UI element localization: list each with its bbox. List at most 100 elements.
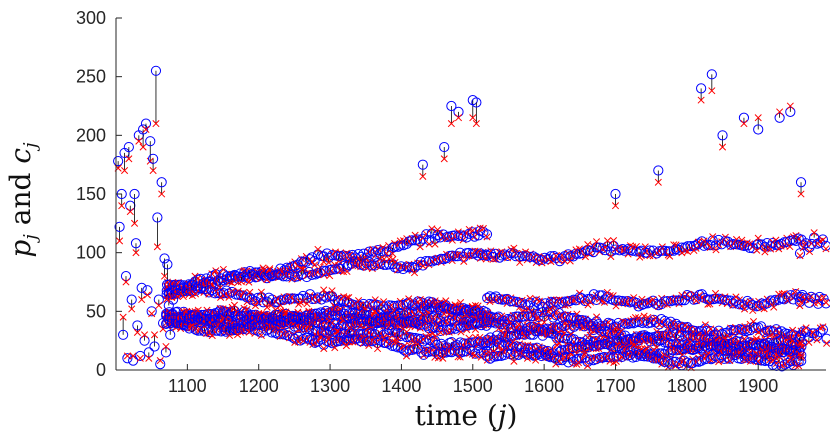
c-marker xyxy=(145,354,153,362)
c-marker xyxy=(125,155,133,163)
p-marker xyxy=(165,329,176,340)
c-marker xyxy=(317,332,325,340)
p-marker xyxy=(120,271,132,282)
c-marker xyxy=(460,257,468,265)
c-marker xyxy=(492,255,500,263)
c-marker xyxy=(366,300,374,308)
c-marker xyxy=(160,272,169,280)
p-marker xyxy=(588,289,599,300)
p-marker xyxy=(149,341,160,352)
x-tick-label: 1100 xyxy=(168,376,207,396)
y-axis-title: pj and cj xyxy=(4,142,41,258)
p-marker xyxy=(384,259,395,270)
y-tick-label: 100 xyxy=(76,243,106,263)
c-marker xyxy=(128,305,136,313)
c-marker xyxy=(442,297,450,305)
c-marker xyxy=(624,300,632,308)
c-marker xyxy=(549,324,557,332)
p-marker xyxy=(604,352,616,363)
x-tick-label: 1300 xyxy=(310,376,350,396)
c-marker xyxy=(379,243,387,252)
c-marker xyxy=(248,296,256,304)
p-marker xyxy=(139,335,150,346)
c-marker xyxy=(132,249,140,257)
p-marker xyxy=(372,337,383,349)
y-tick-label: 250 xyxy=(76,67,106,87)
c-marker xyxy=(326,272,334,280)
p-marker xyxy=(209,288,221,299)
p-marker xyxy=(418,349,429,360)
p-marker xyxy=(132,320,143,331)
c-marker xyxy=(245,328,253,336)
x-axis-title: time (j) xyxy=(415,399,518,432)
x-tick-label: 1600 xyxy=(524,376,564,396)
p-marker xyxy=(358,248,369,259)
c-marker xyxy=(153,243,161,251)
p-marker xyxy=(156,177,167,188)
c-marker xyxy=(158,190,166,198)
c-marker xyxy=(471,351,479,360)
p-marker xyxy=(287,332,299,343)
c-marker xyxy=(371,296,379,304)
y-tick-label: 0 xyxy=(96,360,106,380)
p-marker xyxy=(138,124,149,135)
c-marker xyxy=(535,297,543,305)
p-marker xyxy=(398,344,409,356)
p-marker xyxy=(502,250,513,261)
c-marker xyxy=(406,341,414,349)
c-marker xyxy=(445,232,454,240)
c-marker xyxy=(822,245,830,253)
p-marker xyxy=(162,259,173,270)
c-marker xyxy=(179,292,187,301)
c-marker xyxy=(226,331,234,340)
c-marker xyxy=(413,340,422,348)
p-marker xyxy=(493,334,504,345)
p-marker xyxy=(392,241,404,252)
c-marker xyxy=(615,244,624,252)
c-marker xyxy=(168,294,176,302)
c-marker xyxy=(611,245,620,253)
p-marker xyxy=(142,285,153,296)
c-marker xyxy=(246,288,254,296)
c-marker xyxy=(328,287,336,295)
c-marker xyxy=(457,328,465,336)
p-marker xyxy=(327,250,338,261)
c-marker xyxy=(422,332,430,340)
c-marker xyxy=(149,166,157,175)
c-marker xyxy=(126,208,134,216)
x-tick-label: 1200 xyxy=(239,376,279,396)
c-marker xyxy=(365,258,373,266)
c-marker xyxy=(363,264,371,272)
c-marker xyxy=(431,240,439,248)
c-marker xyxy=(533,314,541,322)
p-marker xyxy=(146,306,157,317)
c-marker xyxy=(566,257,574,265)
p-marker xyxy=(406,235,418,246)
p-marker xyxy=(407,332,418,343)
c-marker xyxy=(212,267,220,275)
p-marker xyxy=(130,238,142,249)
p-marker xyxy=(517,251,528,262)
p-marker xyxy=(150,65,162,76)
p-marker xyxy=(583,342,594,353)
p-marker xyxy=(152,212,163,223)
c-marker xyxy=(483,233,491,241)
p-marker xyxy=(477,249,489,261)
p-marker xyxy=(135,350,146,362)
p-marker xyxy=(485,248,496,259)
c-marker xyxy=(320,345,328,353)
p-marker xyxy=(344,334,355,345)
p-marker xyxy=(596,320,607,332)
c-marker xyxy=(510,244,518,252)
c-marker xyxy=(575,289,584,297)
c-marker xyxy=(162,342,170,351)
c-marker xyxy=(138,296,146,304)
p-marker xyxy=(315,267,326,278)
c-marker xyxy=(129,352,137,360)
c-marker xyxy=(578,355,586,363)
p-marker xyxy=(241,271,253,282)
p-marker xyxy=(599,326,610,337)
c-marker xyxy=(230,301,239,309)
p-marker xyxy=(219,324,230,336)
c-marker xyxy=(589,242,598,250)
